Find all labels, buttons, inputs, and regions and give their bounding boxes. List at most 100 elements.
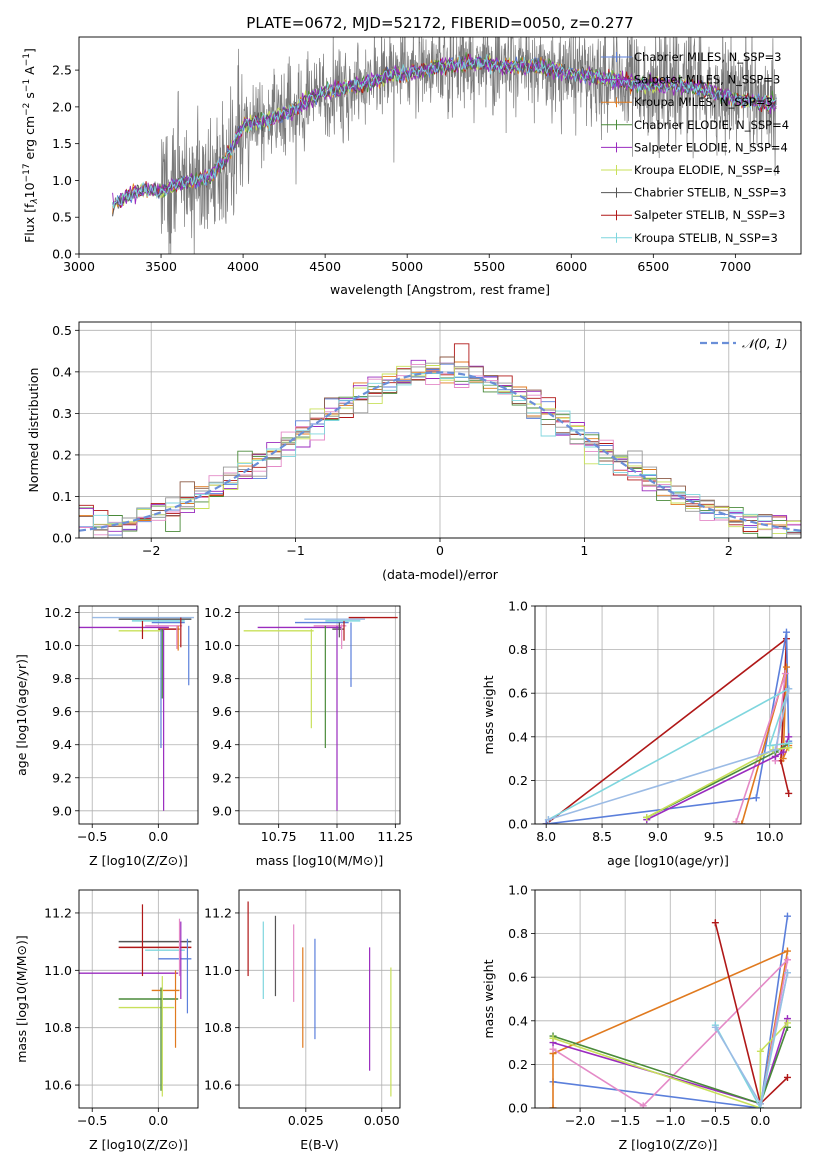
x-axis-label: Z [log10(Z/Z⊙)] — [89, 853, 188, 868]
weight-marker — [752, 794, 760, 802]
model-line-9 — [112, 54, 777, 209]
chart-panel-8: −2.0 −1.5 −1.0 −0.5 0.0 0.0 0.2 0.4 0.6 0.8 1.0 Z [… — [481, 883, 802, 1152]
y-tick-label: 2.5 — [52, 63, 72, 78]
y-tick-label: 1.0 — [508, 883, 528, 898]
y-tick-label: 0.6 — [508, 686, 528, 701]
weight-marker — [732, 818, 740, 824]
plot-area — [542, 628, 793, 824]
y-tick-label: 0.8 — [508, 642, 528, 657]
chart-title: PLATE=0672, MJD=52172, FIBERID=0050, z=0… — [246, 14, 633, 32]
axes-frame — [534, 605, 802, 825]
x-tick-label: 3500 — [145, 259, 177, 274]
chart-panel-7: 0.025 0.050 10.6 10.8 11.0 11.2 E(B-V) — [204, 889, 401, 1152]
weight-marker — [549, 1104, 557, 1108]
axes-frame — [238, 889, 401, 1109]
weight-marker — [783, 1073, 791, 1081]
weight-line-3 — [552, 957, 789, 1108]
weight-line-1 — [552, 916, 789, 1108]
normal-curve — [79, 371, 801, 532]
y-tick-label: 10.8 — [44, 1020, 72, 1035]
y-tick-label: 10.0 — [44, 638, 72, 653]
x-tick-label: −0.5 — [77, 829, 107, 844]
y-tick-label: 0.2 — [52, 447, 72, 462]
weight-line-4 — [735, 673, 787, 823]
weight-marker — [785, 789, 793, 797]
chart-panel-6: −0.5 0.0 10.6 10.8 11.0 11.2 Z [log10(Z/Z⊙)] ma… — [14, 889, 199, 1152]
y-axis-label: age [log10(age/yr)] — [14, 654, 29, 776]
y-tick-label: 9.4 — [52, 737, 72, 752]
y-tick-label: 1.5 — [52, 136, 72, 151]
plot-area — [79, 904, 192, 1097]
x-tick-label: 7000 — [719, 259, 751, 274]
y-tick-label: 10.6 — [44, 1078, 72, 1093]
x-tick-label: 6500 — [637, 259, 669, 274]
x-tick-label: 0 — [436, 543, 444, 558]
chart-panel-4: 10.75 11.00 11.25 9.0 9.2 9.4 9.6 9.8 10.0 10.2 ma… — [204, 605, 413, 868]
y-tick-label: 9.6 — [212, 704, 232, 719]
y-tick-label: 0.0 — [508, 1101, 528, 1116]
y-axis-label: mass [log10(M/M⊙)] — [14, 935, 29, 1063]
y-tick-label: 10.0 — [204, 638, 232, 653]
x-tick-label: 1 — [580, 543, 588, 558]
y-tick-label: 9.8 — [212, 671, 232, 686]
plot-area — [79, 343, 801, 538]
x-tick-label: 11.25 — [377, 829, 413, 844]
x-axis-label: (data-model)/error — [382, 567, 499, 582]
spectrum-data-line — [112, 37, 777, 254]
histogram-series-10 — [79, 362, 801, 538]
x-axis-label: age [log10(age/yr)] — [607, 853, 729, 868]
x-tick-label: 0.025 — [288, 1113, 324, 1128]
weight-line-8 — [548, 687, 791, 821]
x-tick-label: −1.5 — [610, 1113, 640, 1128]
plot-area — [112, 37, 777, 254]
x-tick-label: −1 — [286, 543, 304, 558]
y-tick-label: 11.0 — [204, 963, 232, 978]
weight-marker — [783, 912, 791, 920]
plot-area — [79, 616, 195, 811]
y-tick-label: 10.2 — [204, 605, 232, 620]
weight-marker — [781, 670, 789, 678]
axes-frame — [78, 605, 199, 825]
y-tick-label: 9.8 — [52, 671, 72, 686]
weight-marker — [785, 733, 793, 741]
x-tick-label: −1.0 — [655, 1113, 685, 1128]
x-tick-label: 6000 — [555, 259, 587, 274]
y-tick-label: 9.0 — [212, 803, 232, 818]
axes-frame — [238, 605, 401, 825]
weight-marker — [766, 742, 774, 750]
x-tick-label: 8.5 — [592, 829, 612, 844]
y-tick-label: 10.2 — [44, 605, 72, 620]
weight-marker — [783, 969, 791, 977]
x-tick-label: 4500 — [309, 259, 341, 274]
x-tick-label: 2 — [725, 543, 733, 558]
histogram-series-9 — [79, 373, 801, 538]
y-axis-label: mass weight — [481, 959, 496, 1038]
y-tick-label: 0.5 — [52, 323, 72, 338]
legend-label: Chabrier STELIB, N_SSP=3 — [634, 186, 786, 200]
plot-area — [247, 901, 392, 1097]
y-tick-label: 1.0 — [508, 599, 528, 614]
y-tick-label: 9.0 — [52, 803, 72, 818]
weight-marker — [756, 1100, 764, 1108]
legend-label: Salpeter ELODIE, N_SSP=4 — [634, 140, 788, 154]
y-tick-label: 0.8 — [508, 926, 528, 941]
chart-panel-1: 3000 3500 4000 4500 5000 5500 6000 6500 7000 0.0 0… — [22, 14, 802, 297]
weight-marker — [544, 816, 552, 824]
weight-marker — [639, 1102, 647, 1108]
x-tick-label: 8.0 — [536, 829, 556, 844]
plot-area — [549, 912, 791, 1108]
y-tick-label: 9.4 — [212, 737, 232, 752]
y-tick-label: 11.2 — [44, 905, 72, 920]
y-tick-label: 0.0 — [508, 817, 528, 832]
x-tick-label: 9.0 — [648, 829, 668, 844]
x-tick-label: 10.75 — [261, 829, 297, 844]
legend: 𝒩(0, 1) — [700, 336, 788, 351]
x-tick-label: 0.0 — [148, 1113, 168, 1128]
y-tick-label: 0.0 — [52, 531, 72, 546]
x-axis-label: E(B-V) — [300, 1137, 339, 1152]
x-tick-label: −2 — [142, 543, 160, 558]
y-tick-label: 0.4 — [508, 729, 528, 744]
y-tick-label: 2.0 — [52, 99, 72, 114]
x-tick-label: −0.5 — [700, 1113, 730, 1128]
